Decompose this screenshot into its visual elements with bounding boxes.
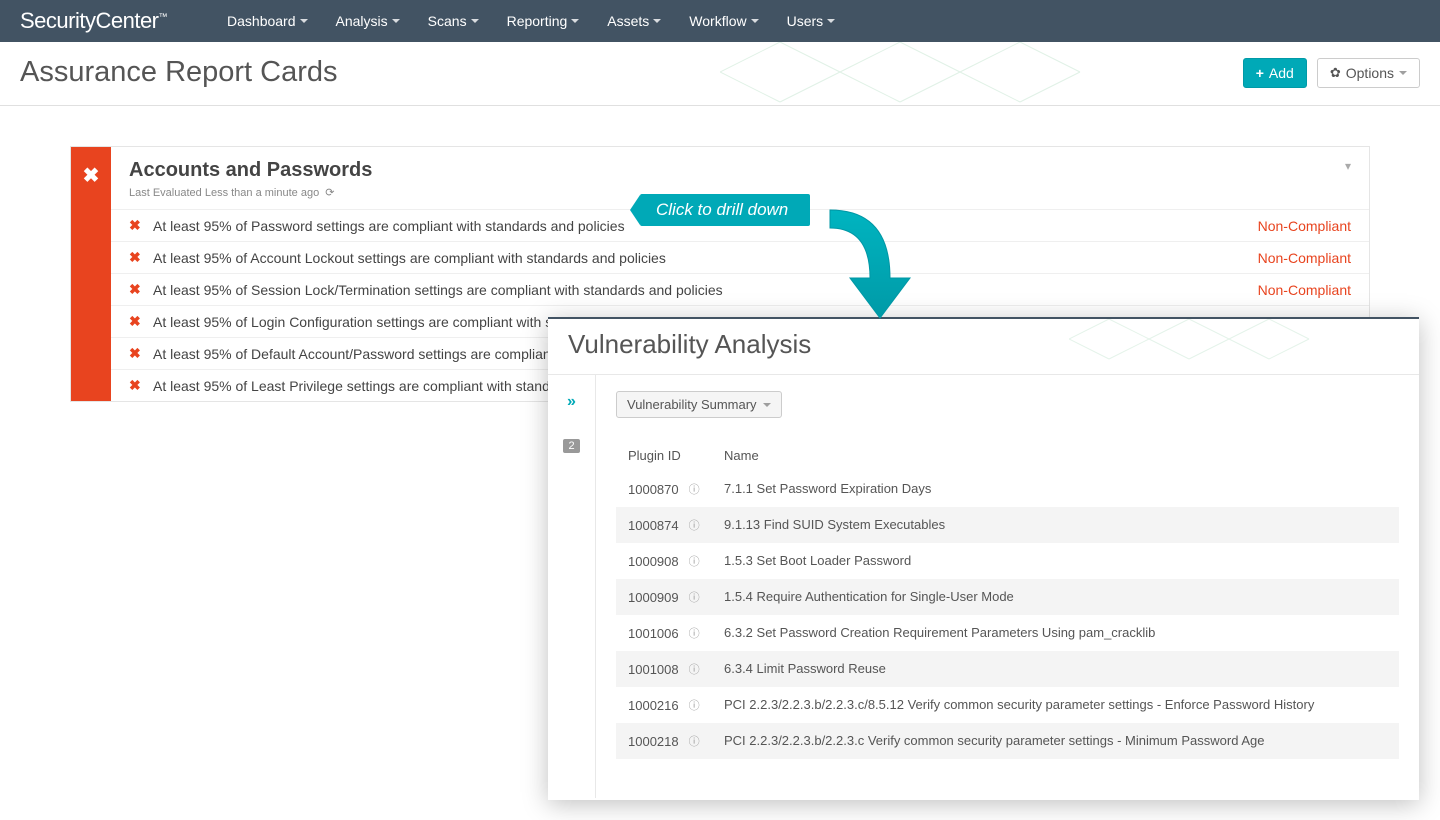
fail-icon: ✖ [129, 377, 153, 394]
nav-item-users[interactable]: Users [787, 13, 836, 29]
plugin-id: 1001006 [628, 626, 679, 641]
vuln-name: PCI 2.2.3/2.2.3.b/2.2.3.c/8.5.12 Verify … [724, 697, 1387, 713]
filter-count-badge[interactable]: 2 [563, 439, 579, 453]
info-icon[interactable]: ⓘ [689, 553, 700, 569]
plugin-id: 1000909 [628, 590, 679, 605]
vuln-name: PCI 2.2.3/2.2.3.b/2.2.3.c Verify common … [724, 733, 1387, 749]
info-icon[interactable]: ⓘ [689, 661, 700, 677]
chevron-down-icon [751, 19, 759, 23]
policy-text: At least 95% of Password settings are co… [153, 218, 1258, 234]
arc-policy-row[interactable]: ✖At least 95% of Password settings are c… [111, 209, 1369, 241]
chevron-down-icon [300, 19, 308, 23]
top-navbar: SecurityCenter™ Dashboard Analysis Scans Re… [0, 0, 1440, 42]
policy-text: At least 95% of Session Lock/Termination… [153, 282, 1258, 298]
add-button[interactable]: + Add [1243, 58, 1307, 88]
vulnerability-panel: Vulnerability Analysis » 2 Vulnerability… [548, 317, 1419, 800]
add-button-label: Add [1269, 65, 1294, 81]
brand-logo: SecurityCenter™ [20, 8, 167, 34]
collapse-icon[interactable]: ▾ [1345, 159, 1351, 173]
policy-status: Non-Compliant [1258, 250, 1351, 266]
policy-status: Non-Compliant [1258, 282, 1351, 298]
view-dropdown[interactable]: Vulnerability Summary [616, 391, 782, 418]
plugin-id: 1001008 [628, 662, 679, 677]
options-button[interactable]: ✿ Options [1317, 58, 1420, 88]
fail-icon: ✖ [129, 345, 153, 362]
nav-item-scans[interactable]: Scans [428, 13, 479, 29]
chevron-down-icon [471, 19, 479, 23]
plus-icon: + [1256, 65, 1264, 81]
nav-item-assets[interactable]: Assets [607, 13, 661, 29]
expand-icon[interactable]: » [567, 393, 576, 411]
chevron-down-icon [653, 19, 661, 23]
info-icon[interactable]: ⓘ [689, 481, 700, 497]
chevron-down-icon [392, 19, 400, 23]
info-icon[interactable]: ⓘ [689, 589, 700, 605]
vuln-name: 6.3.2 Set Password Creation Requirement … [724, 625, 1387, 641]
vuln-row[interactable]: 1000874 ⓘ 9.1.13 Find SUID System Executa… [616, 507, 1399, 543]
gear-icon: ✿ [1330, 65, 1341, 81]
page-title: Assurance Report Cards [20, 56, 338, 89]
arc-subtitle: Last Evaluated Less than a minute ago ⟳ [129, 186, 372, 199]
nav-items: Dashboard Analysis Scans Reporting Assets Wor… [227, 13, 835, 29]
vuln-sidebar: » 2 [548, 375, 596, 798]
fail-icon: ✖ [129, 217, 153, 234]
plugin-id: 1000870 [628, 482, 679, 497]
nav-item-workflow[interactable]: Workflow [689, 13, 758, 29]
hex-decoration [1069, 317, 1369, 364]
hex-decoration [720, 42, 1120, 106]
chevron-down-icon [1399, 71, 1407, 75]
arc-policy-row[interactable]: ✖At least 95% of Account Lockout setting… [111, 241, 1369, 273]
plugin-id: 1000218 [628, 734, 679, 749]
page-actions: + Add ✿ Options [1243, 58, 1420, 88]
view-dropdown-label: Vulnerability Summary [627, 397, 757, 412]
fail-icon: ✖ [129, 249, 153, 266]
vuln-name: 9.1.13 Find SUID System Executables [724, 517, 1387, 533]
vuln-row[interactable]: 1000218 ⓘ PCI 2.2.3/2.2.3.b/2.2.3.c Verif… [616, 723, 1399, 759]
nav-item-dashboard[interactable]: Dashboard [227, 13, 308, 29]
options-button-label: Options [1346, 65, 1394, 81]
vuln-row[interactable]: 1000909 ⓘ 1.5.4 Require Authentication fo… [616, 579, 1399, 615]
info-icon[interactable]: ⓘ [689, 733, 700, 749]
col-name[interactable]: Name [724, 448, 1387, 463]
vuln-row[interactable]: 1000908 ⓘ 1.5.3 Set Boot Loader Password [616, 543, 1399, 579]
vuln-row[interactable]: 1000216 ⓘ PCI 2.2.3/2.2.3.b/2.2.3.c/8.5.1… [616, 687, 1399, 723]
chevron-down-icon [827, 19, 835, 23]
fail-icon: ✖ [83, 163, 100, 188]
vuln-table: Plugin ID Name 1000870 ⓘ 7.1.1 Set Passwo… [616, 440, 1399, 759]
col-plugin-id[interactable]: Plugin ID [628, 448, 724, 463]
nav-item-reporting[interactable]: Reporting [507, 13, 580, 29]
info-icon[interactable]: ⓘ [689, 625, 700, 641]
vuln-name: 1.5.4 Require Authentication for Single-… [724, 589, 1387, 605]
info-icon[interactable]: ⓘ [689, 517, 700, 533]
arc-policy-row[interactable]: ✖At least 95% of Session Lock/Terminatio… [111, 273, 1369, 305]
plugin-id: 1000874 [628, 518, 679, 533]
vuln-row[interactable]: 1001006 ⓘ 6.3.2 Set Password Creation Req… [616, 615, 1399, 651]
info-icon[interactable]: ⓘ [689, 697, 700, 713]
refresh-icon[interactable]: ⟳ [325, 186, 334, 199]
policy-status: Non-Compliant [1258, 218, 1351, 234]
chevron-down-icon [763, 403, 771, 407]
fail-icon: ✖ [129, 313, 153, 330]
vuln-row[interactable]: 1000870 ⓘ 7.1.1 Set Password Expiration D… [616, 471, 1399, 507]
nav-item-analysis[interactable]: Analysis [336, 13, 400, 29]
arc-status-indicator: ✖ [71, 147, 111, 401]
chevron-down-icon [571, 19, 579, 23]
fail-icon: ✖ [129, 281, 153, 298]
vuln-row[interactable]: 1001008 ⓘ 6.3.4 Limit Password Reuse [616, 651, 1399, 687]
policy-text: At least 95% of Account Lockout settings… [153, 250, 1258, 266]
page-header: Assurance Report Cards + Add ✿ Options [0, 42, 1440, 106]
plugin-id: 1000216 [628, 698, 679, 713]
arc-title: Accounts and Passwords [129, 159, 372, 182]
vuln-panel-title: Vulnerability Analysis [548, 319, 1419, 375]
vuln-table-header: Plugin ID Name [616, 440, 1399, 471]
vuln-name: 7.1.1 Set Password Expiration Days [724, 481, 1387, 497]
plugin-id: 1000908 [628, 554, 679, 569]
vuln-name: 1.5.3 Set Boot Loader Password [724, 553, 1387, 569]
arc-header: Accounts and Passwords Last Evaluated Le… [111, 147, 1369, 209]
vuln-name: 6.3.4 Limit Password Reuse [724, 661, 1387, 677]
